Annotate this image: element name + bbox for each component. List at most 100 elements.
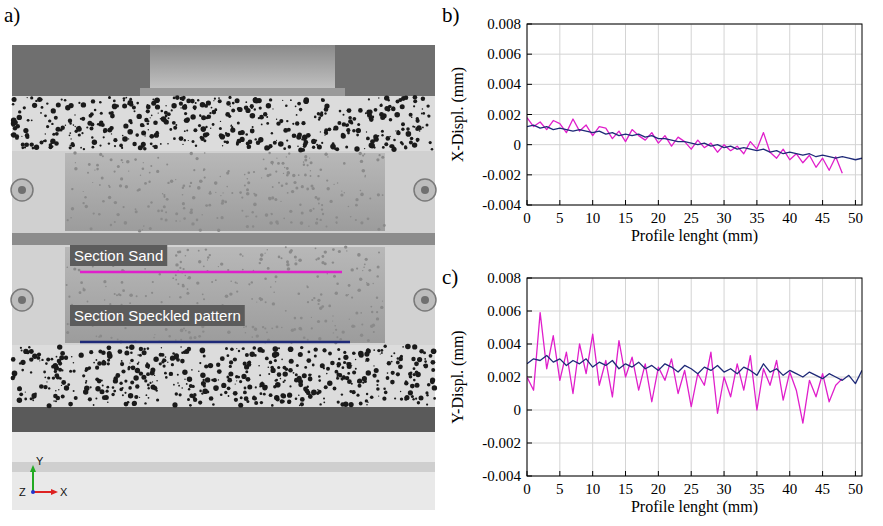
speckle — [88, 163, 91, 166]
panel-letter: a) — [4, 3, 20, 27]
speckle — [332, 320, 333, 321]
speckle — [248, 361, 251, 364]
speckle — [81, 132, 83, 134]
speckle — [412, 126, 414, 128]
speckle — [339, 110, 342, 113]
speckle — [148, 129, 149, 130]
speckle — [148, 397, 150, 399]
y-tick-label: 0.008 — [487, 16, 521, 32]
speckle — [253, 203, 257, 207]
speckle — [308, 377, 313, 382]
speckle — [391, 361, 393, 363]
speckle — [165, 105, 166, 106]
speckle — [119, 144, 123, 148]
speckle — [353, 325, 355, 327]
speckle — [282, 100, 283, 101]
speckle — [30, 96, 33, 99]
speckle — [190, 114, 195, 119]
screw — [11, 289, 33, 311]
speckle — [154, 334, 155, 335]
speckle — [244, 174, 246, 176]
speckle — [417, 401, 420, 404]
speckle — [138, 229, 141, 232]
photo-panel: Section SandSection Speckled patternYXZ — [11, 45, 437, 510]
speckle — [203, 139, 206, 142]
speckle — [110, 114, 115, 119]
speckle — [266, 103, 271, 108]
speckle — [144, 135, 145, 136]
speckle — [61, 126, 65, 130]
speckle — [80, 147, 82, 149]
speckle — [25, 135, 29, 139]
speckle — [321, 208, 323, 210]
x-tick-label: 15 — [618, 210, 633, 226]
speckle — [281, 257, 283, 259]
speckle — [154, 145, 158, 149]
speckle — [144, 118, 148, 122]
speckle — [292, 134, 297, 139]
speckle — [67, 266, 69, 268]
speckle — [245, 326, 247, 328]
speckle — [268, 197, 271, 200]
speckle — [198, 250, 200, 252]
speckle — [239, 253, 241, 255]
speckle — [254, 194, 257, 197]
speckle — [51, 358, 54, 361]
speckle — [114, 221, 116, 223]
speckle — [165, 328, 168, 331]
tick-mark — [527, 144, 532, 145]
speckle — [351, 297, 353, 299]
speckle — [197, 186, 201, 190]
speckle — [261, 177, 262, 178]
screw — [414, 179, 436, 201]
speckle — [122, 136, 128, 142]
speckle — [135, 208, 137, 210]
speckle — [98, 350, 102, 354]
speckle — [254, 98, 259, 103]
speckle — [127, 103, 129, 105]
speckle — [236, 142, 239, 145]
screw-head — [18, 186, 26, 194]
speckle — [274, 359, 277, 362]
speckle — [250, 113, 256, 119]
speckle — [410, 137, 414, 141]
speckle — [370, 306, 372, 308]
speckle — [271, 327, 273, 329]
speckle — [343, 114, 345, 116]
speckle — [337, 182, 338, 183]
speckle — [117, 165, 120, 168]
speckle — [169, 372, 173, 376]
speckle — [23, 106, 26, 109]
speckle — [360, 334, 363, 337]
speckle — [56, 356, 58, 358]
speckle — [288, 152, 290, 154]
speckle — [355, 368, 357, 370]
speckle — [101, 380, 103, 382]
speckle — [255, 215, 257, 217]
speckle — [253, 396, 257, 400]
screw-head — [421, 186, 429, 194]
speckle — [92, 140, 96, 144]
speckle — [395, 130, 396, 131]
speckle — [49, 145, 53, 149]
speckle — [297, 145, 299, 147]
speckle — [254, 328, 257, 331]
speckle — [281, 393, 286, 398]
speckle — [215, 279, 217, 281]
speckle — [280, 399, 284, 403]
speckle — [273, 141, 277, 145]
speckle — [131, 365, 136, 370]
speckle — [108, 196, 111, 199]
speckle — [241, 210, 243, 212]
speckle — [425, 391, 428, 394]
speckle — [280, 201, 281, 202]
speckle — [218, 266, 219, 267]
speckle — [45, 362, 48, 365]
tick-mark — [855, 200, 856, 205]
speckle — [352, 371, 356, 375]
speckle — [107, 359, 110, 362]
section-label: Section Sand — [74, 247, 163, 264]
speckle — [74, 167, 77, 170]
speckle — [306, 133, 311, 138]
speckle — [415, 398, 417, 400]
